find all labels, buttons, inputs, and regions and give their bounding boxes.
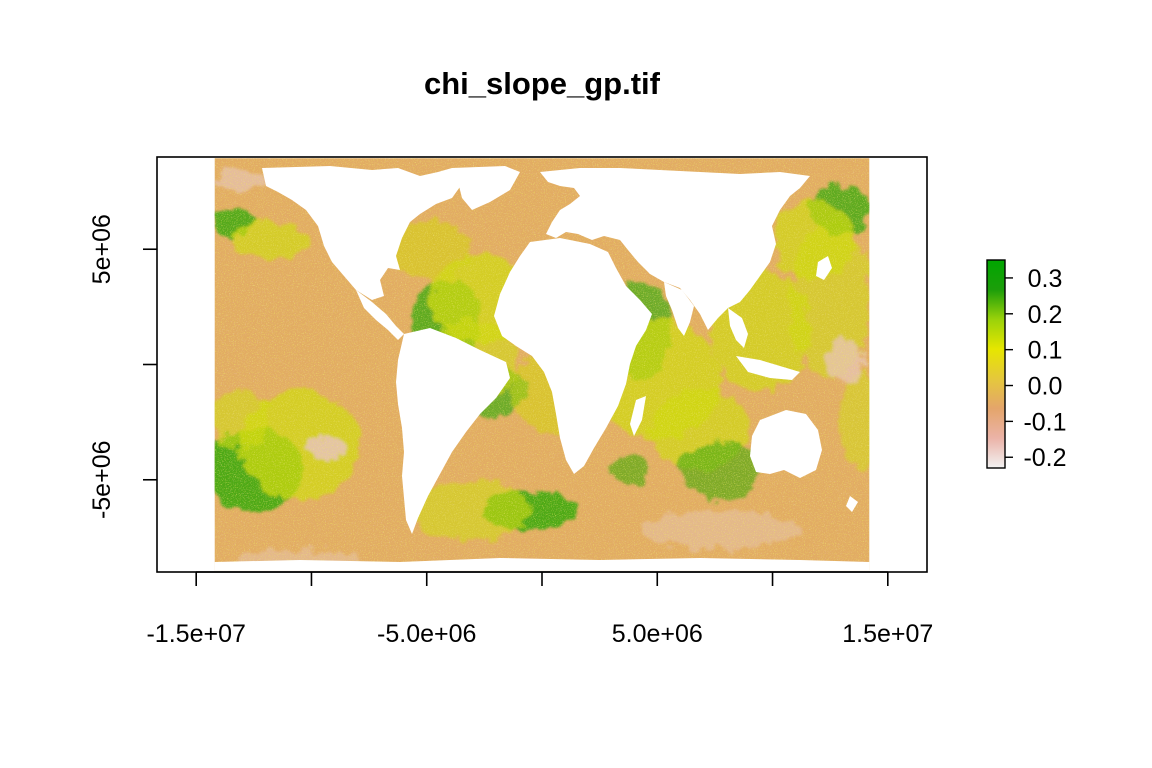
x-tick-label: 1.5e+07 (842, 620, 933, 648)
y-axis: 5e+06 -5e+06 (88, 214, 157, 519)
legend-tick-label: 0.1 (1028, 337, 1063, 365)
land-southeast-asia (728, 308, 748, 348)
chart-title: chi_slope_gp.tif (424, 66, 661, 101)
color-legend: 0.3 0.2 0.1 0.0 -0.1 -0.2 (986, 259, 1067, 472)
land-japan (816, 256, 832, 280)
land-australia (750, 410, 822, 478)
legend-tick-label: 0.3 (1028, 265, 1063, 293)
land-greenland (452, 166, 520, 210)
land-eurasia (540, 168, 810, 330)
land-central-america (356, 290, 404, 340)
x-axis: -1.5e+07 -5.0e+06 5.0e+06 1.5e+07 (146, 571, 933, 648)
land-masses (214, 166, 870, 571)
x-tick-label: -1.5e+07 (146, 620, 245, 648)
y-tick-label: -5e+06 (88, 441, 116, 520)
land-indonesia (736, 356, 800, 380)
land-india (664, 282, 694, 336)
legend-colorbar (986, 259, 1006, 469)
land-madagascar (630, 396, 646, 436)
legend-tick-label: 0.2 (1028, 301, 1063, 329)
x-tick-label: -5.0e+06 (377, 620, 476, 648)
raster-map (214, 158, 870, 571)
land-africa (494, 238, 652, 474)
legend-tick-label: -0.1 (1023, 408, 1066, 436)
land-north-america (262, 166, 470, 300)
land-new-zealand (846, 496, 858, 512)
legend-tick-label: 0.0 (1028, 373, 1063, 401)
y-tick-label: 5e+06 (88, 214, 116, 284)
land-antarctica (214, 558, 870, 571)
legend-tick-label: -0.2 (1023, 444, 1066, 472)
x-tick-label: 5.0e+06 (612, 620, 703, 648)
land-south-america (396, 328, 510, 534)
